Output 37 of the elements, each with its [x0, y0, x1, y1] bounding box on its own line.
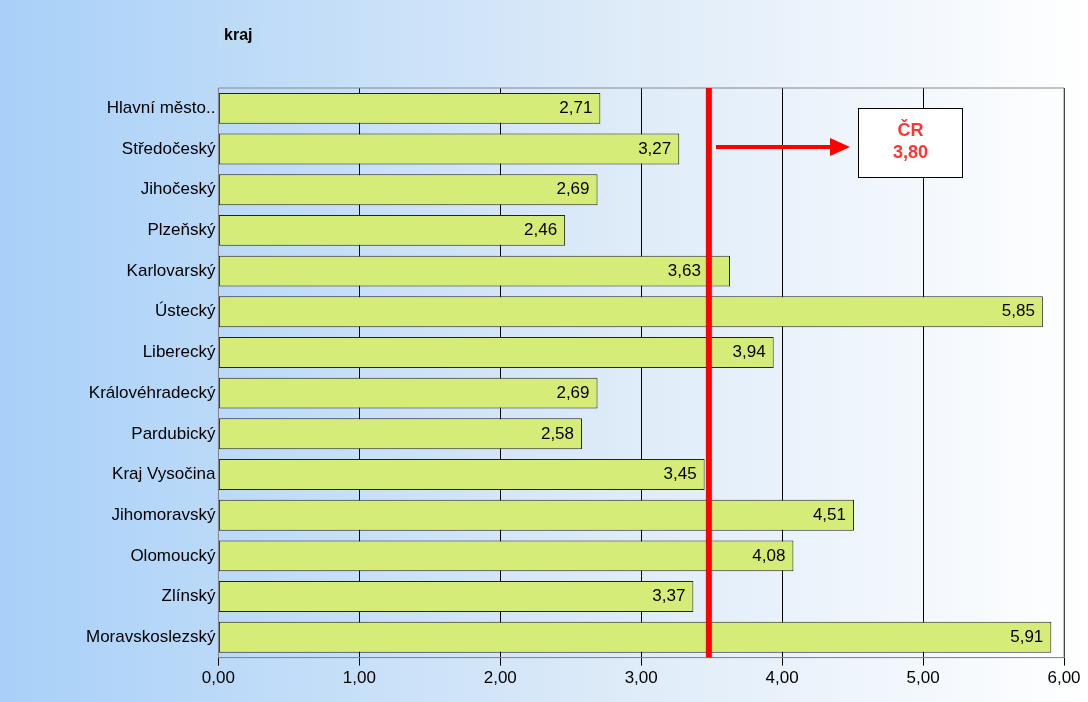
data-label: 3,63: [667, 260, 701, 280]
y-tick-label: Kraj Vysočina: [112, 464, 216, 484]
data-label: 2,69: [556, 382, 590, 402]
y-tick-label: Karlovarský: [126, 260, 216, 280]
data-label: 3,37: [652, 586, 686, 606]
data-label: 4,51: [812, 504, 847, 524]
y-tick-label: Středočeský: [121, 138, 216, 158]
x-tick-label: 0,00: [201, 668, 235, 688]
x-tick-label: 4,00: [765, 668, 799, 688]
x-tick-label: 6,00: [1047, 668, 1081, 688]
y-tick-label: Moravskoslezský: [86, 626, 216, 646]
data-label: 2,58: [540, 423, 575, 443]
data-label: 3,27: [638, 138, 672, 158]
data-label: 5,91: [1010, 626, 1044, 646]
x-tick-label: 3,00: [624, 668, 658, 688]
y-tick-label: Olomoucký: [130, 545, 216, 565]
callout-box: ČR 3,80: [858, 108, 963, 178]
y-tick-label: Pardubický: [131, 423, 216, 443]
data-label: 5,85: [1001, 301, 1035, 321]
data-label: 4,08: [752, 545, 786, 565]
y-tick-label: Jihomoravský: [111, 504, 216, 524]
y-tick-label: Liberecký: [142, 342, 216, 362]
y-tick-label: Zlínský: [161, 586, 216, 606]
data-label: 3,45: [663, 464, 697, 484]
y-tick-label: Jihočeský: [140, 179, 216, 199]
data-label: 2,69: [556, 179, 590, 199]
data-label: 2,46: [524, 220, 558, 240]
x-tick-label: 1,00: [342, 668, 376, 688]
y-tick-label: Ústecký: [154, 301, 216, 321]
data-label: 2,71: [559, 98, 593, 118]
y-tick-label: Plzeňský: [147, 220, 216, 240]
y-tick-label: Královéhradecký: [88, 382, 216, 402]
data-label: 3,94: [732, 342, 766, 362]
y-tick-label: Hlavní město..: [106, 98, 216, 118]
x-tick-label: 5,00: [906, 668, 940, 688]
y-axis-title: kraj: [218, 22, 259, 48]
x-tick-label: 2,00: [483, 668, 517, 688]
